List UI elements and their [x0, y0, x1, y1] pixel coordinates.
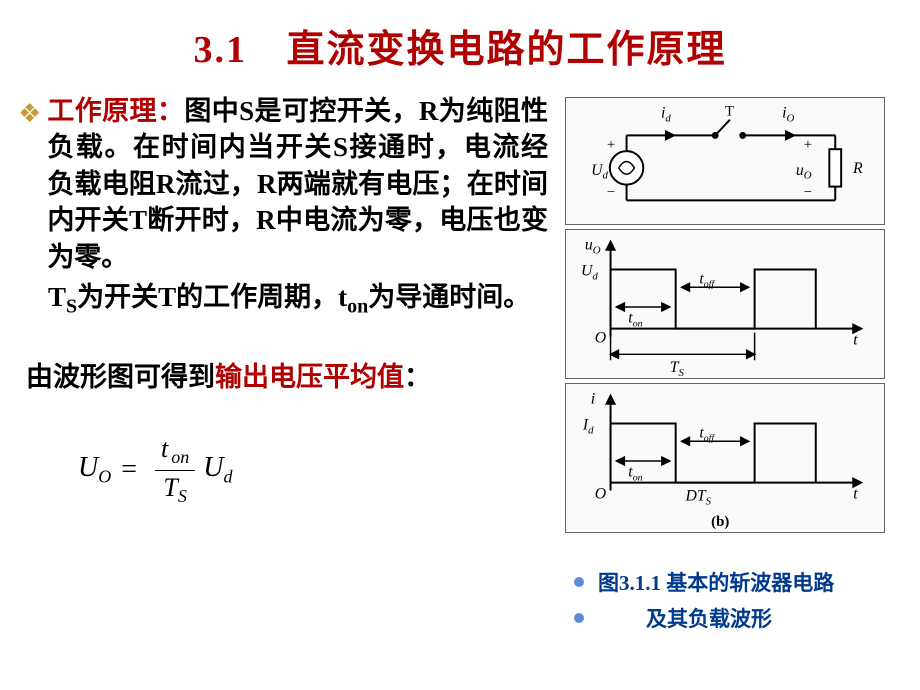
svg-text:R: R: [852, 160, 863, 177]
avg-lead: 由波形图可得到: [26, 362, 215, 392]
svg-text:O: O: [595, 329, 607, 346]
f-rhs: Ud: [203, 452, 232, 488]
avg-red: 输出电压平均值: [215, 362, 404, 392]
ts-var: T: [48, 282, 66, 312]
content-row: ❖ 工作原理：图中S是可控开关，R为纯阻性负载。在时间内当开关S接通时，电流经负…: [0, 93, 920, 639]
para-red-lead: 工作原理：: [47, 96, 184, 126]
caption-line-1: 图3.1.1 基本的斩波器电路: [574, 567, 834, 597]
f-lhs: UO: [78, 452, 111, 488]
avg-tail: ：: [404, 362, 431, 392]
bullet-block: ❖ 工作原理：图中S是可控开关，R为纯阻性负载。在时间内当开关S接通时，电流经负…: [18, 93, 548, 275]
title-number: 3.1: [193, 29, 247, 71]
f-den: TS: [163, 471, 186, 507]
caption-dot-icon: [574, 577, 584, 587]
slide-title: 3.1 直流变换电路的工作原理: [0, 0, 920, 93]
svg-text:t: t: [853, 485, 858, 502]
f-eq: =: [121, 454, 137, 486]
ts-text: 为开关T的工作周期，t: [77, 282, 347, 312]
svg-text:i: i: [591, 391, 595, 408]
title-text: 直流变换电路的工作原理: [286, 29, 726, 71]
period-line: TS为开关T的工作周期，ton为导通时间。: [48, 279, 548, 320]
waveform-current: i Id O t ton toff DTS (b): [565, 383, 885, 533]
caption-text-2: 及其负载波形: [646, 603, 772, 633]
caption-line-2: 及其负载波形: [574, 603, 834, 633]
svg-text:O: O: [595, 485, 607, 502]
main-paragraph: 工作原理：图中S是可控开关，R为纯阻性负载。在时间内当开关S接通时，电流经负载电…: [47, 93, 548, 275]
waveform-voltage: uO Ud O t ton toff TS: [565, 229, 885, 379]
figure-caption: 图3.1.1 基本的斩波器电路 及其负载波形: [558, 567, 834, 639]
figure-column: id T iO + Ud − + uO − R: [558, 93, 892, 639]
caption-dot-icon: [574, 613, 584, 623]
ts-tail: 为导通时间。: [368, 282, 530, 312]
svg-text:−: −: [607, 184, 615, 200]
ts-sub: S: [66, 296, 77, 318]
caption-text-1: 图3.1.1 基本的斩波器电路: [598, 567, 834, 597]
svg-text:T: T: [725, 104, 734, 120]
formula: UO = ton TS Ud: [78, 434, 548, 507]
f-frac: ton TS: [155, 434, 195, 507]
ton-sub: on: [347, 296, 368, 318]
diamond-bullet-icon: ❖: [18, 99, 41, 129]
svg-text:+: +: [607, 137, 615, 153]
svg-text:t: t: [853, 331, 858, 348]
avg-line: 由波形图可得到输出电压平均值：: [26, 355, 548, 394]
f-num: ton: [155, 434, 195, 471]
svg-text:−: −: [804, 184, 812, 200]
svg-text:(b): (b): [711, 514, 729, 530]
circuit-diagram: id T iO + Ud − + uO − R: [565, 97, 885, 225]
svg-text:+: +: [804, 137, 812, 153]
text-column: ❖ 工作原理：图中S是可控开关，R为纯阻性负载。在时间内当开关S接通时，电流经负…: [18, 93, 558, 639]
